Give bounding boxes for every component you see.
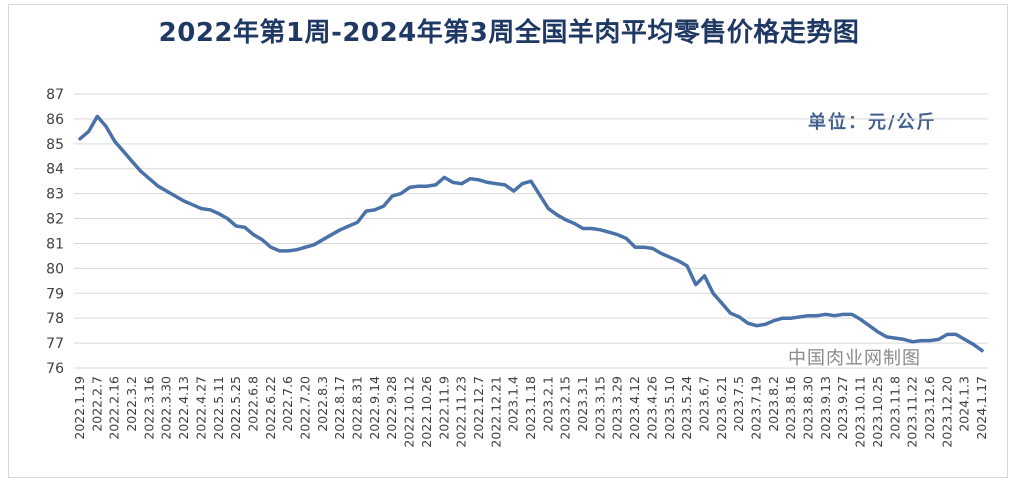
x-tick-label: 2022.8.17	[332, 376, 347, 440]
x-tick-label: 2023.8.30	[801, 376, 816, 440]
x-tick-label: 2022.9.14	[367, 376, 382, 440]
x-tick-label: 2023.12.20	[939, 376, 954, 448]
y-tick-label: 79	[46, 286, 64, 302]
x-tick-label: 2022.11.23	[454, 376, 469, 448]
x-tick-label: 2022.8.31	[350, 376, 365, 440]
x-tick-label: 2022.8.3	[315, 376, 330, 432]
x-tick-label: 2023.10.25	[870, 376, 885, 448]
x-tick-label: 2023.11.8	[887, 376, 902, 440]
x-tick-label: 2023.1.4	[506, 376, 521, 432]
x-tick-label: 2023.2.15	[558, 376, 573, 440]
x-tick-label: 2023.4.26	[644, 376, 659, 440]
y-tick-label: 76	[46, 361, 64, 377]
y-tick-label: 85	[46, 137, 64, 153]
x-tick-label: 2022.5.25	[228, 376, 243, 440]
y-tick-label: 80	[46, 261, 64, 277]
price-series-line	[78, 114, 984, 353]
x-tick-label: 2024.1.17	[974, 376, 989, 440]
y-tick-label: 78	[46, 311, 64, 327]
y-tick-label: 81	[46, 236, 64, 252]
x-tick-label: 2022.7.20	[298, 376, 313, 440]
x-tick-label: 2023.12.6	[922, 376, 937, 440]
y-tick-label: 83	[46, 187, 64, 203]
x-tick-label: 2023.1.18	[523, 376, 538, 440]
x-tick-label: 2022.3.16	[141, 376, 156, 440]
x-tick-label: 2022.5.11	[211, 376, 226, 440]
x-tick-label: 2023.6.21	[714, 376, 729, 440]
x-tick-label: 2022.3.30	[159, 376, 174, 440]
x-tick-label: 2022.6.22	[263, 376, 278, 440]
x-tick-label: 2022.12.21	[488, 376, 503, 448]
x-tick-label: 2023.3.1	[575, 376, 590, 432]
x-tick-label: 2023.6.7	[696, 376, 711, 432]
x-tick-label: 2022.4.13	[176, 376, 191, 440]
x-tick-label: 2023.5.24	[679, 376, 694, 440]
chart-frame	[8, 4, 1008, 478]
x-tick-label: 2022.9.28	[384, 376, 399, 440]
y-tick-label: 87	[46, 87, 64, 103]
x-tick-label: 2022.2.16	[107, 376, 122, 440]
y-tick-label: 82	[46, 212, 64, 228]
x-tick-label: 2023.10.11	[853, 376, 868, 448]
x-tick-label: 2022.4.27	[193, 376, 208, 440]
x-tick-label: 2023.5.10	[662, 376, 677, 440]
x-tick-label: 2022.10.12	[402, 376, 417, 448]
x-tick-label: 2023.7.5	[731, 376, 746, 432]
x-tick-label: 2023.11.22	[905, 376, 920, 448]
x-tick-label: 2022.6.8	[245, 376, 260, 432]
chart-title: 2022年第1周-2024年第3周全国羊肉平均零售价格走势图	[158, 18, 860, 48]
x-tick-label: 2023.8.2	[766, 376, 781, 432]
x-tick-label: 2023.7.19	[749, 376, 764, 440]
y-tick-label: 86	[46, 112, 64, 128]
y-tick-label: 77	[46, 336, 64, 352]
x-tick-label: 2023.8.16	[783, 376, 798, 440]
x-tick-label: 2022.3.2	[124, 376, 139, 432]
source-label: 中国肉业网制图	[788, 348, 921, 369]
x-tick-label: 2023.9.27	[835, 376, 850, 440]
x-tick-label: 2022.1.19	[72, 376, 87, 440]
x-tick-label: 2024.1.3	[957, 376, 972, 432]
x-tick-label: 2023.3.29	[610, 376, 625, 440]
x-tick-label: 2023.4.12	[627, 376, 642, 440]
y-tick-label: 84	[46, 162, 64, 178]
x-tick-label: 2023.9.13	[818, 376, 833, 440]
x-tick-label: 2022.7.6	[280, 376, 295, 432]
x-tick-label: 2022.2.7	[89, 376, 104, 432]
x-tick-label: 2023.3.15	[592, 376, 607, 440]
x-tick-label: 2022.12.7	[471, 376, 486, 440]
unit-label: 单位：元/公斤	[808, 112, 937, 133]
x-tick-label: 2022.11.9	[436, 376, 451, 440]
x-tick-label: 2023.2.1	[540, 376, 555, 432]
x-tick-label: 2022.10.26	[419, 376, 434, 448]
